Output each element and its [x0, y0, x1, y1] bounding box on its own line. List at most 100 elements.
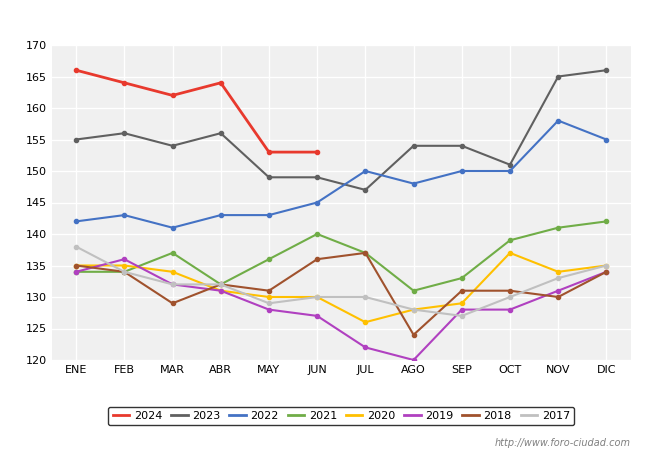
2021 [458, 275, 465, 281]
2023 [458, 143, 465, 148]
2020 [458, 301, 465, 306]
2019 [265, 307, 273, 312]
2018 [506, 288, 514, 293]
2020 [265, 294, 273, 300]
2018 [361, 250, 369, 256]
2017 [410, 307, 417, 312]
2022 [72, 219, 80, 224]
2023 [554, 74, 562, 79]
2018 [265, 288, 273, 293]
2023 [313, 175, 321, 180]
Line: 2023: 2023 [74, 68, 608, 192]
2021 [217, 282, 225, 287]
2023 [410, 143, 417, 148]
2017 [217, 282, 225, 287]
2018 [120, 269, 128, 274]
2023 [361, 187, 369, 193]
Text: http://www.foro-ciudad.com: http://www.foro-ciudad.com [495, 438, 630, 448]
2019 [72, 269, 80, 274]
2023 [120, 130, 128, 136]
2021 [120, 269, 128, 274]
2017 [554, 275, 562, 281]
Line: 2020: 2020 [74, 251, 608, 324]
2020 [120, 263, 128, 268]
2022 [120, 212, 128, 218]
2020 [506, 250, 514, 256]
2018 [313, 256, 321, 262]
2021 [410, 288, 417, 293]
2019 [506, 307, 514, 312]
2020 [72, 263, 80, 268]
2024 [313, 149, 321, 155]
2023 [603, 68, 610, 73]
2020 [554, 269, 562, 274]
2017 [72, 244, 80, 249]
2020 [361, 320, 369, 325]
2017 [120, 269, 128, 274]
Line: 2022: 2022 [74, 118, 608, 230]
2017 [603, 263, 610, 268]
2019 [554, 288, 562, 293]
2024 [265, 149, 273, 155]
2021 [554, 225, 562, 230]
Line: 2018: 2018 [74, 251, 608, 337]
2019 [410, 357, 417, 363]
2018 [72, 263, 80, 268]
2022 [217, 212, 225, 218]
2019 [120, 256, 128, 262]
2024 [217, 80, 225, 86]
2017 [361, 294, 369, 300]
2019 [217, 288, 225, 293]
Line: 2019: 2019 [74, 257, 608, 362]
2017 [506, 294, 514, 300]
Line: 2024: 2024 [74, 68, 319, 154]
Legend: 2024, 2023, 2022, 2021, 2020, 2019, 2018, 2017: 2024, 2023, 2022, 2021, 2020, 2019, 2018… [108, 406, 575, 425]
2022 [458, 168, 465, 174]
2018 [458, 288, 465, 293]
Text: Afiliados en Canet lo Roig a 31/5/2024: Afiliados en Canet lo Roig a 31/5/2024 [166, 9, 484, 27]
2017 [265, 301, 273, 306]
2024 [168, 93, 176, 98]
2024 [120, 80, 128, 86]
2023 [506, 162, 514, 167]
2019 [603, 269, 610, 274]
2020 [217, 288, 225, 293]
2023 [168, 143, 176, 148]
2018 [217, 282, 225, 287]
2023 [217, 130, 225, 136]
2019 [361, 345, 369, 350]
2017 [458, 313, 465, 319]
2022 [168, 225, 176, 230]
2022 [361, 168, 369, 174]
2018 [554, 294, 562, 300]
Line: 2021: 2021 [74, 219, 608, 293]
2019 [458, 307, 465, 312]
2018 [168, 301, 176, 306]
2024 [72, 68, 80, 73]
2021 [265, 256, 273, 262]
2022 [603, 137, 610, 142]
2020 [168, 269, 176, 274]
2018 [603, 269, 610, 274]
2023 [72, 137, 80, 142]
2022 [506, 168, 514, 174]
2021 [506, 238, 514, 243]
2023 [265, 175, 273, 180]
2017 [313, 294, 321, 300]
2022 [265, 212, 273, 218]
2020 [410, 307, 417, 312]
2021 [603, 219, 610, 224]
2021 [361, 250, 369, 256]
2022 [554, 118, 562, 123]
2022 [410, 181, 417, 186]
2019 [168, 282, 176, 287]
2021 [168, 250, 176, 256]
2020 [603, 263, 610, 268]
2021 [313, 231, 321, 237]
2022 [313, 200, 321, 205]
Line: 2017: 2017 [74, 244, 608, 318]
2018 [410, 332, 417, 338]
2017 [168, 282, 176, 287]
2020 [313, 294, 321, 300]
2021 [72, 269, 80, 274]
